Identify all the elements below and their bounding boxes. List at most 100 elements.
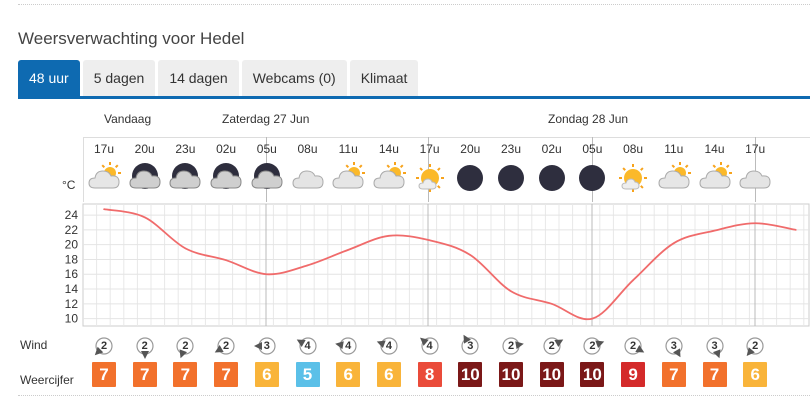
temperature-point: [795, 229, 797, 231]
hour-label: 14u: [704, 142, 725, 156]
hour-label: 05u: [582, 142, 603, 156]
cloud-moon-icon: [247, 159, 287, 197]
y-tick-label: 14: [65, 282, 79, 296]
wind-indicator: 2: [618, 331, 648, 361]
y-tick-label: 24: [65, 208, 79, 222]
wind-indicator: 2: [89, 331, 119, 361]
moon-icon: [572, 159, 612, 197]
wind-indicator: 2: [496, 331, 526, 361]
y-tick-label: 22: [65, 223, 79, 237]
cloud-icon: [735, 159, 775, 197]
temperature-point: [754, 222, 756, 225]
wind-indicator: 3: [659, 331, 689, 361]
cloud-icon: [288, 159, 328, 197]
temperature-point: [347, 249, 350, 251]
wind-force: 3: [711, 340, 718, 352]
wind-row-label: Wind: [20, 338, 48, 352]
wind-force: 3: [467, 340, 474, 352]
temperature-point: [550, 303, 553, 305]
score-row-label: Weercijfer: [20, 373, 74, 387]
temperature-point: [388, 234, 390, 237]
moon-icon: [491, 159, 531, 197]
temperature-point: [184, 247, 187, 250]
wind-force: 2: [507, 340, 515, 352]
hour-label: 05u: [256, 142, 277, 156]
wind-indicator: 3: [252, 331, 282, 361]
wind-force: 2: [630, 340, 637, 352]
cloud-sun-icon: [695, 159, 735, 197]
hour-label: 08u: [297, 142, 318, 156]
tab-14-dagen[interactable]: 14 dagen: [158, 60, 239, 97]
wind-force: 2: [223, 340, 230, 352]
weather-score-badge: 10: [539, 362, 564, 387]
weather-score-badge: 7: [173, 362, 198, 387]
wind-force: 2: [548, 340, 555, 352]
wind-force: 4: [426, 340, 433, 352]
unit-label: °C: [62, 178, 76, 192]
weather-score-badge: 7: [132, 362, 157, 387]
day-label: Zondag 28 Jun: [548, 112, 629, 126]
weather-score-badge: 7: [92, 362, 116, 387]
wind-force: 2: [752, 340, 759, 352]
weather-score-badge: 7: [702, 362, 727, 387]
temperature-point: [713, 229, 716, 232]
wind-indicator: 4: [415, 331, 445, 361]
wind-indicator: 4: [374, 331, 404, 361]
plot-area: [82, 203, 810, 327]
forecast-header-grid: [83, 137, 810, 203]
day-label: Vandaag: [104, 112, 152, 126]
weather-score-badge: 9: [621, 362, 646, 387]
tab-klimaat[interactable]: Klimaat: [349, 60, 419, 97]
bottom-divider: [18, 395, 810, 396]
temperature-point: [428, 239, 431, 242]
weather-score-badge: 6: [743, 362, 768, 387]
hour-label: 23u: [500, 142, 522, 156]
tab-5-dagen[interactable]: 5 dagen: [82, 60, 156, 97]
hour-label: 11u: [338, 142, 358, 156]
cloud-sun-icon: [369, 159, 409, 197]
hour-label: 17u: [745, 142, 766, 156]
wind-force: 2: [589, 340, 596, 352]
hour-label: 08u: [623, 142, 644, 156]
temperature-point: [306, 264, 309, 267]
cloud-moon-icon: [165, 159, 205, 197]
temperature-point: [673, 242, 675, 244]
temperature-point: [266, 273, 268, 276]
wind-indicator: 2: [211, 331, 241, 361]
wind-force: 2: [100, 340, 108, 352]
wind-force: 3: [263, 340, 270, 352]
y-tick-label: 12: [65, 297, 79, 311]
wind-force: 2: [141, 340, 148, 352]
cloud-sun-icon: [84, 159, 124, 197]
cloud-moon-icon: [125, 159, 165, 197]
tab-webcams-0[interactable]: Webcams (0): [241, 60, 347, 97]
weather-score-badge: 7: [214, 362, 239, 387]
cloud-moon-icon: [206, 159, 246, 197]
day-label: Zaterdag 27 Jun: [222, 112, 310, 126]
wind-indicator: 2: [740, 331, 770, 361]
wind-indicator: 2: [577, 331, 607, 361]
page-title: Weersverwachting voor Hedel: [18, 29, 245, 48]
wind-force: 2: [182, 340, 189, 352]
hour-label: 17u: [93, 142, 115, 156]
temperature-point: [632, 279, 634, 281]
temperature-point: [225, 259, 227, 261]
y-tick-label: 16: [65, 267, 79, 281]
cloud-sun-icon: [654, 159, 694, 197]
wind-force: 4: [385, 340, 392, 352]
weather-score-badge: 10: [580, 362, 605, 387]
weather-score-badge: 5: [295, 362, 320, 387]
temperature-line: [103, 208, 797, 321]
y-tick-label: 20: [65, 238, 79, 252]
column-divider: [755, 137, 756, 202]
moon-icon: [532, 159, 572, 197]
weather-score-badge: 10: [458, 362, 483, 387]
hour-label: 02u: [216, 142, 237, 156]
temperature-point: [103, 208, 105, 210]
weather-score-badge: 10: [499, 362, 523, 387]
temperature-point: [510, 290, 512, 293]
wind-indicator: 2: [170, 331, 200, 361]
tab-48-uur[interactable]: 48 uur: [18, 60, 80, 97]
cloud-sun-icon: [328, 159, 368, 197]
temperature-point: [591, 317, 594, 320]
